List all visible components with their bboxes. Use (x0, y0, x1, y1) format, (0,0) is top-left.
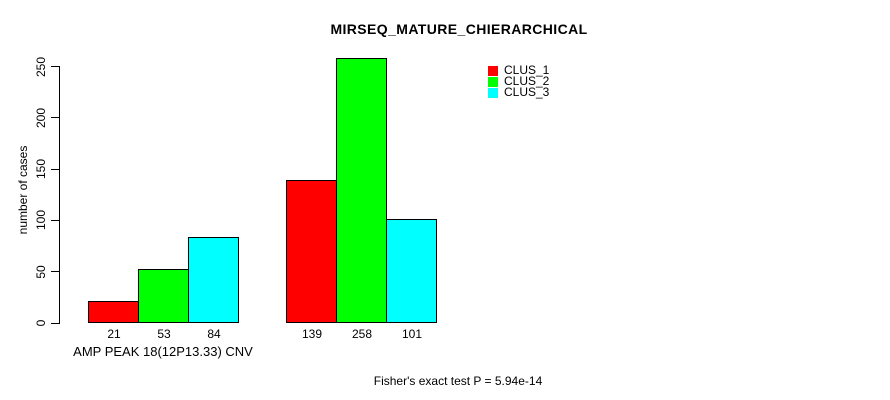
bar-clus_2-group2 (336, 58, 387, 323)
y-tick-mark (51, 168, 60, 170)
y-tick-label: 0 (34, 319, 48, 327)
y-axis-label: number of cases (16, 145, 30, 235)
bar-clus_3-group1 (188, 237, 239, 323)
legend-item-clus_1: CLUS_1 (488, 63, 550, 77)
bar-value-label: 101 (401, 327, 423, 341)
legend-label: CLUS_3 (504, 85, 550, 99)
legend-swatch-clus_1 (488, 65, 498, 76)
bar-clus_1-group1 (88, 301, 139, 323)
chart-title: MIRSEQ_MATURE_CHIERARCHICAL (330, 21, 588, 37)
bar-value-label: 139 (301, 327, 323, 341)
bar-value-label: 21 (107, 327, 121, 341)
y-tick-label: 250 (34, 56, 48, 77)
legend-item-clus_3: CLUS_3 (488, 85, 550, 99)
legend-swatch-clus_2 (488, 76, 498, 87)
y-tick-label: 50 (34, 265, 48, 279)
bar-clus_3-group2 (386, 219, 437, 323)
legend-label: CLUS_2 (504, 74, 550, 88)
bar-value-label: 84 (207, 327, 221, 341)
y-tick-mark (51, 271, 60, 273)
y-tick-label: 100 (34, 210, 48, 231)
y-tick-label: 200 (34, 107, 48, 128)
bar-clus_1-group2 (286, 180, 337, 323)
y-tick-mark (51, 66, 60, 67)
legend-item-clus_2: CLUS_2 (488, 74, 550, 88)
bar-clus_2-group1 (138, 269, 189, 323)
fisher-test-footnote: Fisher's exact test P = 5.94e-14 (373, 374, 543, 388)
x-axis-feature-label: AMP PEAK 18(12P13.33) CNV (73, 344, 253, 359)
legend: CLUS_1 CLUS_2 CLUS_3 (488, 63, 550, 99)
legend-swatch-clus_3 (488, 87, 498, 98)
y-tick-label: 150 (34, 159, 48, 180)
y-tick-mark (51, 117, 60, 119)
y-tick-mark (51, 219, 60, 221)
bar-value-label: 53 (157, 327, 171, 341)
bar-value-label: 258 (351, 327, 373, 341)
y-axis-line (59, 66, 60, 323)
legend-label: CLUS_1 (504, 63, 550, 77)
y-tick-mark (51, 322, 60, 324)
